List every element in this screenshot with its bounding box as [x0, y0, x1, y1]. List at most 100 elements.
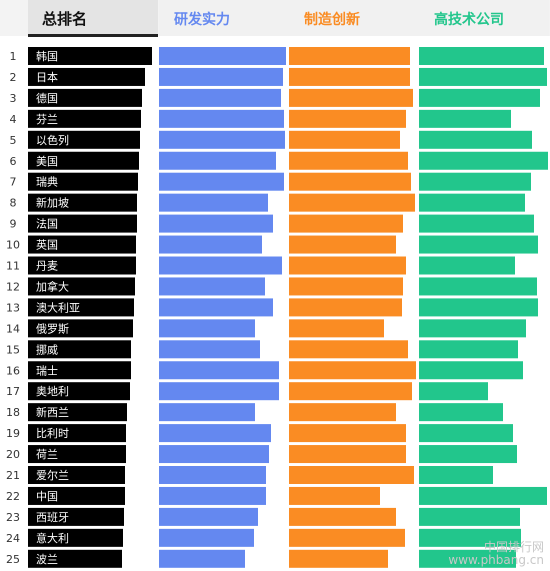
- bar-hightech: [419, 549, 516, 568]
- country-label: 英国: [36, 238, 58, 252]
- bar-rd: [159, 277, 265, 296]
- bar-manufacturing: [289, 47, 410, 65]
- bar-rd: [159, 172, 284, 191]
- rank-label: 25: [6, 553, 20, 566]
- rank-label: 13: [6, 301, 20, 314]
- bar-hightech: [419, 298, 538, 317]
- bar-manufacturing: [289, 235, 396, 254]
- bar-overall: [28, 172, 138, 191]
- country-label: 中国: [36, 490, 58, 503]
- watermark-line2: www.phbang.cn: [448, 553, 544, 567]
- bar-rd: [159, 382, 279, 401]
- bar-manufacturing: [289, 319, 384, 338]
- rank-label: 5: [10, 134, 17, 147]
- bar-overall: [28, 47, 152, 65]
- column-header: 制造创新: [304, 11, 360, 28]
- column-header: 研发实力: [174, 11, 230, 28]
- rank-label: 15: [6, 343, 20, 356]
- bar-hightech: [419, 214, 534, 233]
- bar-rd: [159, 88, 281, 107]
- country-label: 意大利: [36, 531, 69, 545]
- bar-hightech: [419, 445, 517, 464]
- bar-manufacturing: [289, 277, 403, 296]
- rank-label: 19: [6, 427, 20, 440]
- bar-hightech: [419, 319, 526, 338]
- bar-overall: [28, 424, 126, 443]
- bar-hightech: [419, 47, 544, 65]
- rank-label: 7: [10, 176, 17, 189]
- bar-manufacturing: [289, 214, 403, 233]
- column-header: 总排名: [42, 10, 87, 28]
- header-cell-4: [419, 0, 549, 36]
- bar-hightech: [419, 382, 488, 401]
- country-label: 瑞典: [36, 175, 58, 189]
- country-label: 澳大利亚: [36, 300, 80, 314]
- bar-overall: [28, 235, 136, 254]
- rank-label: 6: [10, 155, 17, 168]
- bar-hightech: [419, 466, 493, 484]
- bar-overall: [28, 361, 131, 380]
- country-label: 法国: [36, 217, 58, 231]
- bar-overall: [28, 403, 127, 422]
- bar-rd: [159, 486, 266, 505]
- bar-manufacturing: [289, 424, 406, 443]
- bar-manufacturing: [289, 130, 400, 149]
- rank-label: 8: [10, 197, 17, 210]
- bar-hightech: [419, 528, 521, 547]
- bar-hightech: [419, 277, 537, 296]
- bar-manufacturing: [289, 486, 380, 505]
- bar-hightech: [419, 256, 515, 275]
- country-label: 瑞士: [36, 363, 58, 377]
- rank-label: 16: [6, 364, 20, 377]
- rank-label: 23: [6, 511, 20, 524]
- country-label: 以色列: [36, 133, 69, 147]
- bar-manufacturing: [289, 256, 406, 275]
- bar-hightech: [419, 130, 532, 149]
- bar-manufacturing: [289, 172, 411, 191]
- country-label: 新加坡: [36, 196, 69, 210]
- bar-manufacturing: [289, 88, 413, 107]
- bar-manufacturing: [289, 340, 408, 359]
- rank-label: 9: [10, 218, 17, 231]
- column-header: 高技术公司: [434, 11, 504, 28]
- bar-manufacturing: [289, 382, 412, 401]
- bar-rd: [159, 403, 255, 422]
- country-label: 奥地利: [36, 384, 69, 398]
- bar-overall: [28, 130, 140, 149]
- bar-overall: [28, 151, 139, 170]
- bar-overall: [28, 486, 125, 505]
- header-cell-2: [159, 0, 289, 36]
- bar-manufacturing: [289, 67, 410, 86]
- bar-rd: [159, 340, 260, 359]
- bar-rd: [159, 47, 286, 65]
- country-label: 韩国: [36, 49, 58, 63]
- bar-rd: [159, 466, 266, 484]
- bar-hightech: [419, 361, 523, 380]
- bar-rd: [159, 528, 254, 547]
- watermark-line1: 中国排行网: [483, 540, 544, 554]
- bar-rd: [159, 298, 273, 317]
- bar-manufacturing: [289, 549, 388, 568]
- bar-overall: [28, 67, 145, 86]
- header-underline: [28, 34, 158, 37]
- bar-overall: [28, 507, 124, 526]
- country-label: 俄罗斯: [36, 322, 69, 335]
- bar-overall: [28, 298, 134, 317]
- bar-rd: [159, 109, 284, 128]
- bar-hightech: [419, 507, 520, 526]
- country-label: 美国: [36, 155, 58, 168]
- bar-hightech: [419, 235, 538, 254]
- rank-label: 12: [6, 280, 20, 293]
- bar-manufacturing: [289, 403, 396, 422]
- watermark: 中国排行网 www.phbang.cn: [448, 541, 544, 567]
- bar-manufacturing: [289, 466, 414, 484]
- bar-rd: [159, 319, 255, 338]
- bar-overall: [28, 256, 136, 275]
- rank-label: 20: [6, 448, 20, 461]
- bar-rd: [159, 193, 268, 212]
- bar-manufacturing: [289, 528, 405, 547]
- rank-label: 22: [6, 490, 20, 503]
- bar-rd: [159, 549, 245, 568]
- header-cell-3: [289, 0, 419, 36]
- bar-rd: [159, 445, 269, 464]
